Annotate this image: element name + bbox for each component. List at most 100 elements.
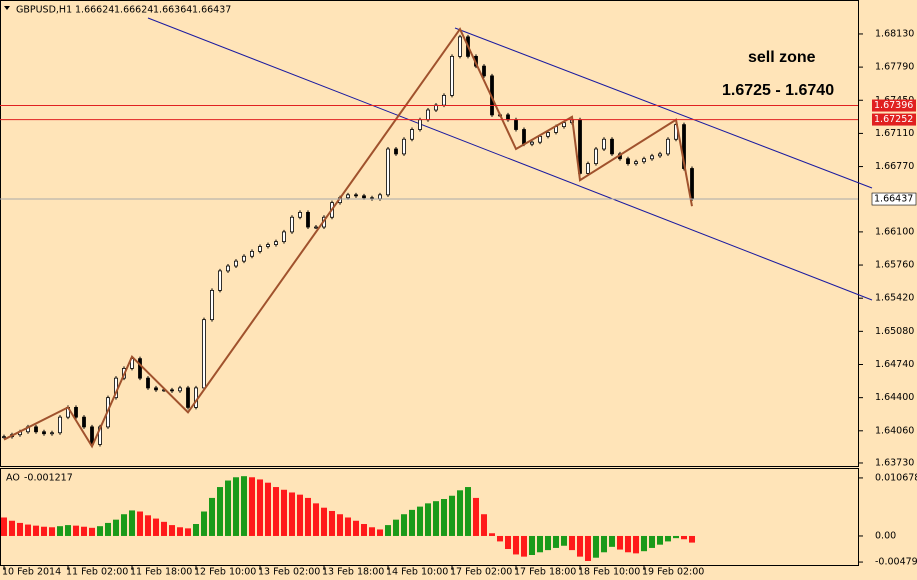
ao-bar xyxy=(377,529,383,536)
ao-bar xyxy=(673,535,679,539)
candle xyxy=(146,377,150,389)
candle xyxy=(354,194,358,197)
ao-bar xyxy=(409,509,415,536)
ao-bar xyxy=(537,535,543,553)
candle xyxy=(170,389,174,392)
ao-bar xyxy=(233,477,239,536)
ao-bar xyxy=(601,535,607,553)
ao-bar xyxy=(353,520,359,536)
ao-bar xyxy=(313,503,319,536)
indicator-name: AO xyxy=(6,473,20,484)
candle xyxy=(450,55,454,96)
symbol: GBPUSD,H1 xyxy=(16,5,72,16)
candle xyxy=(394,148,398,155)
ao-bar xyxy=(9,520,15,536)
x-tick-label: 10 Feb 2014 xyxy=(2,567,61,578)
ohlc-open: 1.66624 xyxy=(75,5,114,16)
ao-bar xyxy=(201,511,207,536)
y-tick-label: 1.67790 xyxy=(875,62,914,73)
ao-bar xyxy=(337,514,343,536)
ao-bar xyxy=(569,535,575,551)
ao-bar xyxy=(273,487,279,536)
candle xyxy=(314,226,318,229)
y-tick-label: 0.00 xyxy=(875,530,896,541)
ao-bar xyxy=(97,526,103,536)
ao-bar xyxy=(81,526,87,536)
ao-bar xyxy=(545,535,551,551)
candle xyxy=(658,153,662,157)
candle xyxy=(514,119,518,130)
ao-bar xyxy=(105,522,111,536)
candle xyxy=(186,387,190,408)
ohlc-high: 1.66624 xyxy=(114,5,153,16)
indicator-value: -0.001217 xyxy=(24,473,73,484)
candle xyxy=(362,195,366,199)
candle xyxy=(58,416,62,434)
candle xyxy=(586,163,590,174)
x-tick-label: 13 Feb 18:00 xyxy=(322,567,384,578)
ohlc-close: 1.66437 xyxy=(192,5,231,16)
candle xyxy=(426,109,430,121)
y-tick-label: 0.010678 xyxy=(875,472,917,483)
candle xyxy=(218,270,222,291)
candle xyxy=(458,36,462,57)
candle xyxy=(482,65,486,77)
ao-bar xyxy=(241,476,247,536)
annotation: sell zone xyxy=(748,49,816,66)
ao-bar xyxy=(481,514,487,536)
y-tick-label: 1.67110 xyxy=(875,128,914,139)
channel-line xyxy=(147,17,873,301)
y-tick-label: 1.65760 xyxy=(875,260,914,271)
candle xyxy=(2,436,6,439)
ao-bar xyxy=(89,527,95,536)
y-tick-label: 1.65080 xyxy=(875,326,914,337)
price-label-box xyxy=(871,192,917,206)
candle xyxy=(282,231,286,243)
ao-bar xyxy=(425,503,431,536)
candle xyxy=(42,431,46,435)
ao-bar xyxy=(321,507,327,536)
ao-bar xyxy=(265,482,271,536)
ao-bar xyxy=(449,495,455,536)
ao-bar xyxy=(465,487,471,536)
candle xyxy=(210,289,214,321)
ao-bar xyxy=(473,497,479,536)
ao-bar xyxy=(393,519,399,536)
candle xyxy=(562,122,566,127)
level-label-box xyxy=(872,99,916,112)
ao-bar xyxy=(401,514,407,536)
ohlc-low: 1.66364 xyxy=(153,5,192,16)
y-tick-label: 1.64400 xyxy=(875,392,914,403)
menu-arrow xyxy=(4,6,10,10)
x-tick-label: 17 Feb 18:00 xyxy=(514,567,576,578)
zigzag xyxy=(3,27,693,449)
ao-bar xyxy=(649,535,655,548)
ao-bar xyxy=(361,524,367,536)
x-tick-label: 12 Feb 10:00 xyxy=(194,567,256,578)
candle xyxy=(242,255,246,262)
ao-bar xyxy=(57,526,63,536)
candle xyxy=(226,265,230,272)
ao-bar xyxy=(689,535,695,543)
ao-bar xyxy=(609,535,615,547)
ao-bar xyxy=(177,527,183,536)
ao-bar xyxy=(657,535,663,545)
level-label-box xyxy=(872,113,916,126)
ao-bar xyxy=(577,535,583,557)
ao-bar xyxy=(217,487,223,536)
candle xyxy=(410,129,414,140)
ao-bar xyxy=(113,519,119,536)
ao-bar xyxy=(585,535,591,561)
candle xyxy=(642,158,646,163)
y-tick-label: -0.004798 xyxy=(875,557,917,568)
candle xyxy=(266,244,270,247)
ao-bar xyxy=(369,527,375,536)
ao-bar xyxy=(249,477,255,536)
ao-bar xyxy=(665,535,671,542)
ao-bar xyxy=(209,497,215,536)
y-tick-label: 1.63730 xyxy=(875,457,914,468)
candle xyxy=(418,119,422,130)
ao-bar xyxy=(561,535,567,546)
candle xyxy=(346,194,350,199)
